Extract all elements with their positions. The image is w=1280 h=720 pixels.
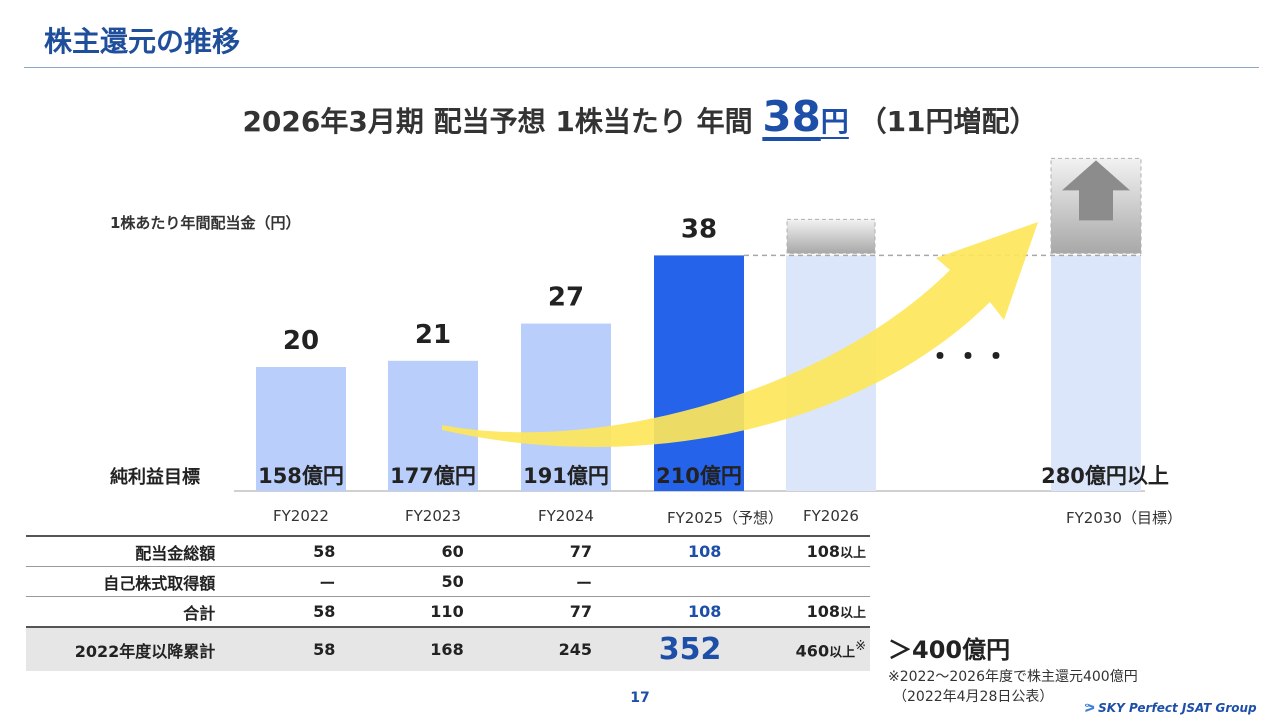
table-cell: 60: [441, 542, 464, 561]
title-divider: [24, 67, 1259, 68]
shareholder-return-table: 配当金総額 58 60 77 108 108以上 自己株式取得額ー 50 ー合計 58 110 77 1…: [26, 535, 870, 671]
table-row: 自己株式取得額 ー 50 ー: [26, 567, 870, 597]
table-cell: 77: [569, 542, 592, 561]
net-income-target: 177億円: [390, 464, 476, 488]
bar-fy2023: [388, 360, 478, 491]
logo-text: SKY Perfect JSAT Group: [1098, 701, 1257, 715]
table-cell: 352: [658, 632, 722, 667]
page-number: 17: [630, 690, 650, 706]
company-logo: ᕗ SKY Perfect JSAT Group: [1084, 701, 1257, 715]
bar-fy2022: [256, 367, 346, 491]
value-label-fy2024: 27: [548, 283, 584, 313]
table-cell: 77: [569, 602, 592, 621]
bar-fy2025: [654, 255, 744, 491]
value-label-fy2023: 21: [415, 320, 451, 350]
headline-suffix: （11円増配）: [858, 105, 1038, 138]
table-cell: 58: [313, 640, 336, 659]
headline-amount: 38: [762, 92, 821, 141]
table-cell: [592, 567, 721, 597]
table-cell: 110: [430, 602, 464, 621]
row-label: 配当金総額: [135, 543, 216, 563]
table-row: 2022年度以降累計 58 168 245 352 460以上※: [26, 627, 870, 671]
fy2026-increase-box: [786, 218, 876, 254]
net-income-target: 280億円以上: [1041, 464, 1169, 488]
table-cell: 50: [441, 572, 464, 591]
net-income-target: 191億円: [523, 464, 609, 488]
table-cell: 168: [430, 640, 464, 659]
ellipsis: ・・・: [926, 340, 1010, 373]
table-cell-fy2026: 460以上※: [795, 638, 866, 661]
table-row: 合計 58 110 77 108 108以上: [26, 597, 870, 627]
up-arrow-icon: [1062, 160, 1130, 221]
y-axis-label: 1株あたり年間配当金（円）: [110, 214, 301, 232]
table-cell: 245: [558, 640, 592, 659]
value-label-fy2022: 20: [283, 326, 319, 356]
headline-prefix: 2026年3月期 配当予想 1株当たり 年間: [242, 105, 753, 138]
slide-title: 株主還元の推移: [44, 25, 241, 58]
x-tick-label: FY2025（予想）: [667, 509, 783, 527]
table-cell-fy2026: [721, 567, 870, 597]
table-cell-fy2026: 108以上: [806, 542, 866, 561]
table-cell-fy2026: 108以上: [806, 602, 866, 621]
bar-fy2024: [521, 323, 611, 491]
table-cell: 108: [687, 602, 722, 621]
x-tick-label: FY2030（目標）: [1066, 509, 1182, 527]
value-label-fy2025: 38: [681, 214, 717, 244]
net-income-target: 210億円: [656, 464, 742, 488]
net-income-target: 158億円: [258, 464, 344, 488]
table-cell: ー: [575, 573, 592, 593]
bar-fy2030: [1051, 255, 1141, 491]
logo-icon: ᕗ: [1084, 701, 1096, 715]
x-tick-label: FY2024: [538, 507, 594, 525]
table-cell: 58: [313, 602, 336, 621]
row-label: 2022年度以降累計: [74, 641, 216, 661]
table-cell: 108: [687, 542, 722, 561]
x-tick-label: FY2026: [803, 507, 859, 525]
row-label: 合計: [183, 603, 216, 623]
headline-unit: 円: [820, 105, 849, 138]
row-label: 自己株式取得額: [103, 573, 216, 593]
cumulative-total: ＞400億円: [888, 636, 1011, 664]
net-income-label: 純利益目標: [110, 467, 200, 488]
growth-arrow: [442, 222, 1038, 447]
table-cell: ー: [319, 573, 336, 593]
x-tick-label: FY2022: [273, 507, 329, 525]
table-row: 配当金総額 58 60 77 108 108以上: [26, 536, 870, 567]
dividend-headline: 2026年3月期 配当予想 1株当たり 年間 38円 （11円増配）: [0, 92, 1280, 141]
x-tick-label: FY2023: [405, 507, 461, 525]
table-cell: 58: [313, 542, 336, 561]
footnote-line2: （2022年4月28日公表）: [893, 689, 1054, 705]
footnote-line1: ※2022～2026年度で株主還元400億円: [888, 669, 1138, 685]
